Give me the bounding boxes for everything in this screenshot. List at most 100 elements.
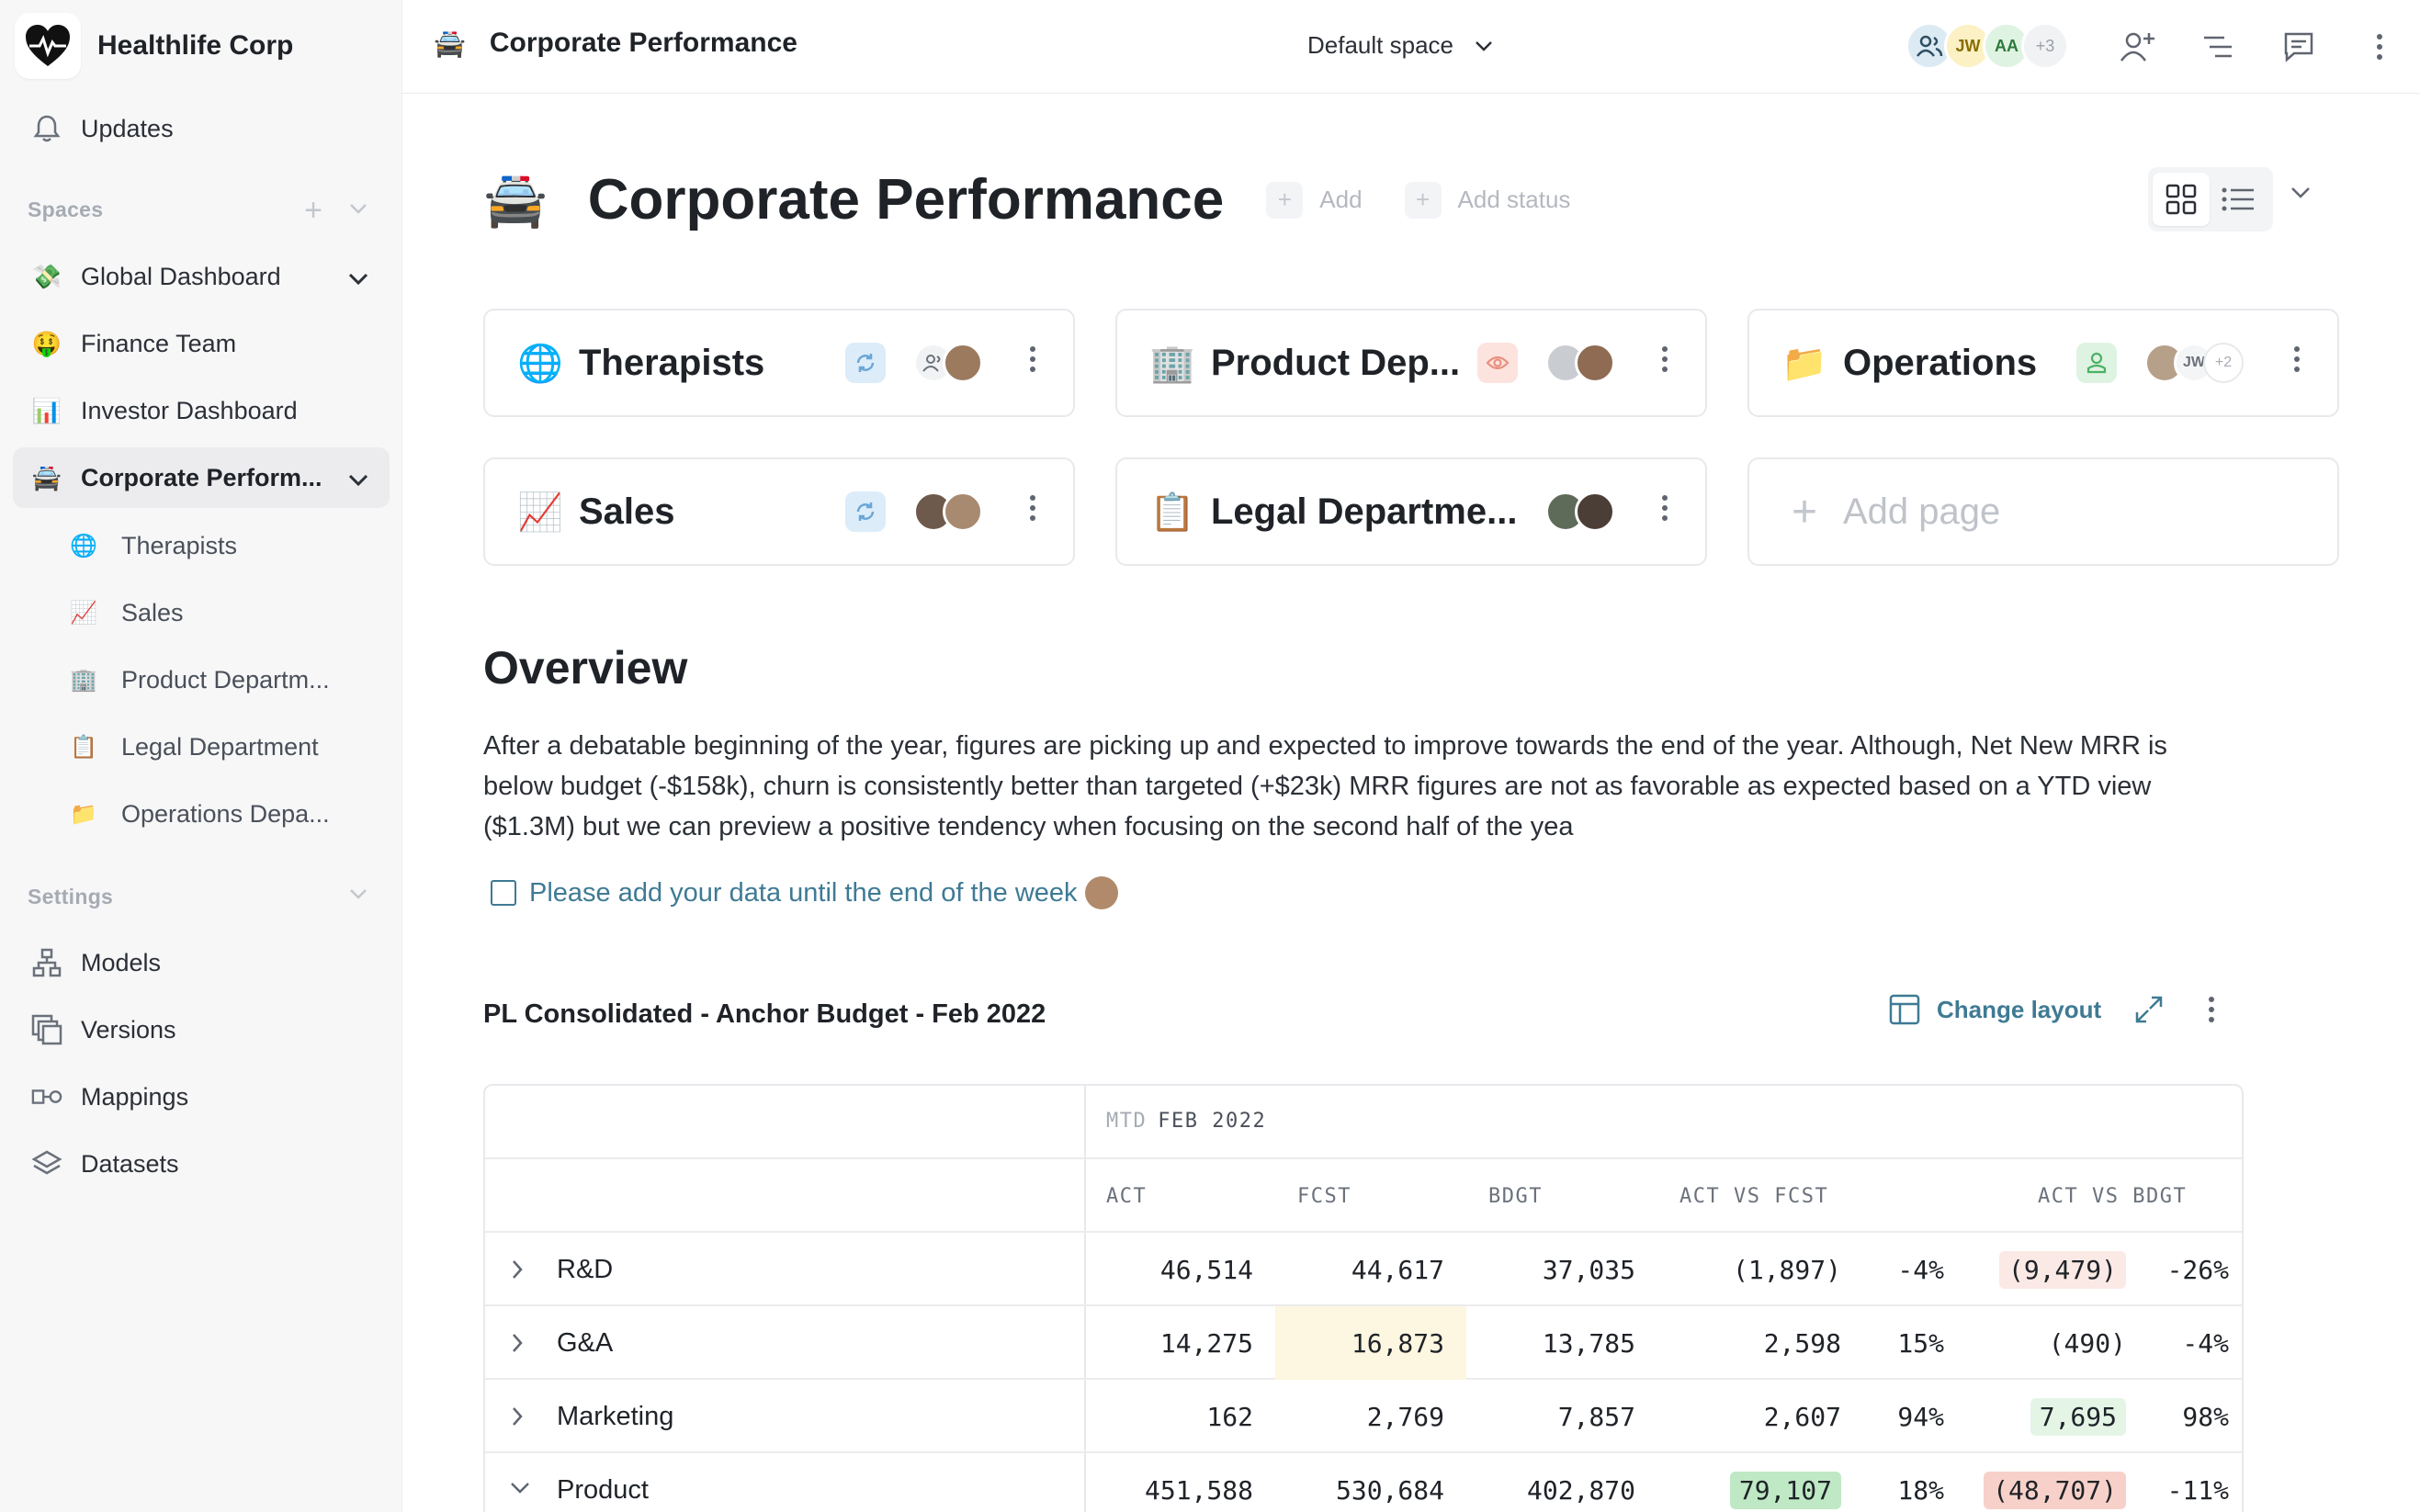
cell-act-vs-fcst: 79,107 <box>1657 1453 1841 1512</box>
sidebar-subitem-product-department[interactable]: 🏢 Product Departm... <box>68 649 330 710</box>
sidebar-item-label: Mappings <box>81 1082 189 1111</box>
column-header-act-vs-fcst[interactable]: ACT VS FCST <box>1679 1185 1829 1208</box>
add-space-icon[interactable]: + <box>304 193 322 228</box>
sidebar-item-datasets[interactable]: Datasets <box>13 1134 390 1194</box>
row-label: R&D <box>557 1255 614 1284</box>
chevron-down-icon[interactable] <box>347 466 369 494</box>
expand-icon[interactable] <box>2134 995 2164 1024</box>
sidebar-item-label: Global Dashboard <box>81 262 281 290</box>
card-avatars[interactable] <box>1545 343 1615 383</box>
card-menu-icon[interactable] <box>1029 345 1036 378</box>
avatar <box>943 491 983 532</box>
sidebar-subitem-legal-department[interactable]: 📋 Legal Department <box>68 717 319 777</box>
sidebar-item-updates[interactable]: Updates <box>13 98 390 159</box>
cell-fcst-highlighted[interactable]: 16,873 <box>1275 1306 1466 1380</box>
avatar <box>1084 876 1118 909</box>
sidebar-subitem-operations-department[interactable]: 📁 Operations Depa... <box>68 784 330 844</box>
card-avatars[interactable] <box>913 491 983 532</box>
sidebar-item-label: Operations Depa... <box>121 799 330 828</box>
card-menu-icon[interactable] <box>1029 494 1036 526</box>
table-menu-icon[interactable] <box>2208 996 2215 1023</box>
chevron-right-icon[interactable] <box>511 1258 524 1285</box>
sidebar-item-models[interactable]: Models <box>13 932 390 993</box>
card-legal-department[interactable]: 📋 Legal Departme... <box>1115 457 1707 566</box>
sidebar-item-finance-team[interactable]: 🤑 Finance Team <box>13 313 390 374</box>
column-header-fcst[interactable]: FCST <box>1297 1185 1351 1208</box>
comments-icon[interactable] <box>2258 0 2339 94</box>
eye-status-icon[interactable] <box>1477 343 1518 383</box>
card-sales[interactable]: 📈 Sales <box>483 457 1075 566</box>
card-menu-icon[interactable] <box>1661 345 1668 378</box>
cell-act-vs-bdgt: (48,707) <box>1944 1453 2126 1512</box>
sync-status-icon[interactable] <box>845 343 886 383</box>
sidebar-item-label: Finance Team <box>81 329 237 357</box>
table-row[interactable]: G&A 14,275 16,873 13,785 2,598 15% (490)… <box>485 1306 2242 1380</box>
add-status-button[interactable]: + Add status <box>1404 181 1570 219</box>
sidebar-item-label: Investor Dashboard <box>81 396 298 424</box>
more-vertical-icon[interactable] <box>2339 0 2420 94</box>
outline-icon[interactable] <box>2177 0 2258 94</box>
page-header: 🚔 Corporate Performance + Add + Add stat… <box>483 167 1570 232</box>
police-car-emoji-icon[interactable]: 🚔 <box>483 170 548 229</box>
chevron-right-icon[interactable] <box>511 1405 524 1432</box>
list-view-button[interactable] <box>2210 173 2267 226</box>
card-product-department[interactable]: 🏢 Product Dep... <box>1115 309 1707 417</box>
copy-stack-icon <box>31 1014 62 1045</box>
cell-fcst: 44,617 <box>1351 1254 1444 1285</box>
sidebar-item-versions[interactable]: Versions <box>13 999 390 1060</box>
sidebar: Healthlife Corp Updates Spaces + 💸 Globa… <box>0 0 402 1512</box>
chevron-right-icon[interactable] <box>511 1332 524 1359</box>
add-page-card[interactable]: + Add page <box>1747 457 2339 566</box>
workspace-switcher[interactable]: Healthlife Corp <box>15 13 293 79</box>
sidebar-item-label: Datasets <box>81 1149 179 1178</box>
sidebar-subitem-sales[interactable]: 📈 Sales <box>68 582 184 643</box>
card-operations[interactable]: 📁 Operations JW +2 <box>1747 309 2339 417</box>
layout-icon[interactable] <box>1889 994 1920 1025</box>
page-title[interactable]: Corporate Performance <box>587 168 1225 231</box>
add-button[interactable]: + Add <box>1266 181 1363 219</box>
change-layout-button[interactable]: Change layout <box>1937 995 2102 1023</box>
table-row[interactable]: Marketing 162 2,769 7,857 2,607 94% 7,69… <box>485 1380 2242 1453</box>
chevron-down-icon[interactable] <box>347 265 369 293</box>
column-header-act-vs-bdgt[interactable]: ACT VS BDGT <box>2038 1185 2188 1208</box>
table-row[interactable]: Product 451,588 530,684 402,870 79,107 1… <box>485 1453 2242 1512</box>
column-header-act[interactable]: ACT <box>1106 1185 1148 1208</box>
card-menu-icon[interactable] <box>2293 345 2301 378</box>
overview-paragraph[interactable]: After a debatable beginning of the year,… <box>483 731 2167 841</box>
period-label: MTD FEB 2022 <box>1106 1110 1266 1133</box>
globe-emoji-icon: 🌐 <box>70 533 97 559</box>
todo-item[interactable]: Please add your data until the end of th… <box>491 876 1118 909</box>
members-avatars[interactable]: JW AA +3 <box>1905 22 2069 70</box>
collapse-spaces-icon[interactable] <box>348 202 368 220</box>
todo-checkbox[interactable] <box>491 880 516 906</box>
sidebar-item-corporate-performance[interactable]: 🚔 Corporate Perform... <box>13 447 390 508</box>
cell-act-vs-fcst-pct: -4% <box>1897 1254 1944 1285</box>
card-title: Operations <box>1843 342 2038 383</box>
add-user-icon[interactable] <box>2097 0 2177 94</box>
chevron-down-icon[interactable] <box>509 1481 531 1500</box>
sidebar-subitem-therapists[interactable]: 🌐 Therapists <box>68 515 237 576</box>
sync-status-icon[interactable] <box>845 491 886 532</box>
collapse-settings-icon[interactable] <box>348 887 368 905</box>
row-label: Marketing <box>557 1402 674 1431</box>
table-row[interactable]: R&D 46,514 44,617 37,035 (1,897) -4% (9,… <box>485 1233 2242 1306</box>
card-avatars[interactable] <box>913 343 983 383</box>
sidebar-item-mappings[interactable]: Mappings <box>13 1066 390 1127</box>
card-avatars[interactable]: JW +2 <box>2144 343 2244 383</box>
card-menu-icon[interactable] <box>1661 494 1668 526</box>
sidebar-item-investor-dashboard[interactable]: 📊 Investor Dashboard <box>13 380 390 441</box>
plus-icon: + <box>1266 181 1304 219</box>
view-options-chevron-icon[interactable] <box>2290 186 2312 205</box>
grid-view-button[interactable] <box>2153 173 2210 226</box>
column-header-bdgt[interactable]: BDGT <box>1488 1185 1543 1208</box>
card-avatars[interactable] <box>1545 491 1615 532</box>
card-therapists[interactable]: 🌐 Therapists <box>483 309 1075 417</box>
cell-act: 162 <box>1206 1401 1253 1432</box>
pl-table: MTD FEB 2022 ACT FCST BDGT ACT VS FCST AC… <box>483 1084 2244 1512</box>
plus-icon: + <box>1404 181 1442 219</box>
space-selector-value: Default space <box>1307 31 1453 59</box>
breadcrumb-title[interactable]: Corporate Performance <box>489 28 797 58</box>
sidebar-item-global-dashboard[interactable]: 💸 Global Dashboard <box>13 246 390 307</box>
space-selector[interactable]: Default space <box>1307 31 1494 60</box>
owner-status-icon[interactable] <box>2076 343 2117 383</box>
